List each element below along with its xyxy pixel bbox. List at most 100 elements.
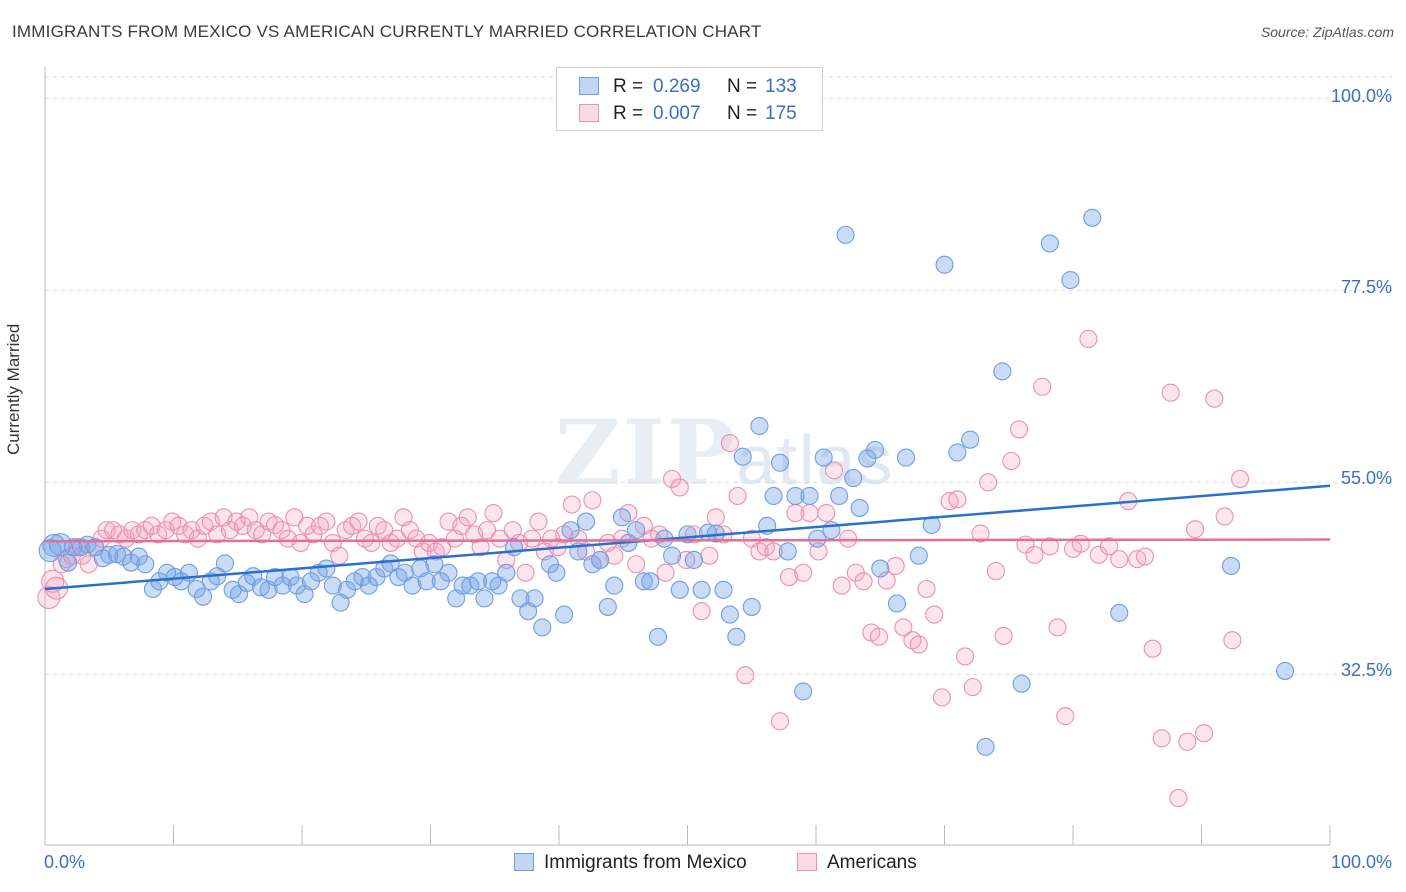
immigrants-points <box>38 208 1295 756</box>
data-point <box>764 486 783 506</box>
data-point <box>522 529 542 548</box>
data-point <box>1079 329 1098 349</box>
data-point <box>986 562 1005 581</box>
data-point <box>1169 789 1188 808</box>
data-point <box>1002 451 1021 471</box>
data-point <box>736 666 755 685</box>
data-point <box>692 602 711 621</box>
y-tick-label: 77.5% <box>1340 277 1392 297</box>
data-point <box>68 538 87 557</box>
data-point <box>64 538 83 557</box>
data-point <box>956 647 975 666</box>
data-point <box>994 626 1013 645</box>
legend-label: Americans <box>827 852 917 873</box>
data-point <box>836 225 855 244</box>
n-label: N = <box>727 76 758 97</box>
data-point <box>925 605 944 624</box>
data-point <box>727 627 746 646</box>
data-point <box>1135 547 1155 566</box>
data-point <box>1110 603 1129 622</box>
data-point <box>786 486 805 506</box>
data-point <box>1231 469 1250 488</box>
n-label: N = <box>727 103 758 124</box>
data-point <box>1161 383 1180 402</box>
data-point <box>720 605 739 624</box>
data-point <box>940 492 959 511</box>
data-point <box>605 576 624 595</box>
data-point <box>871 559 890 578</box>
data-point <box>917 579 936 599</box>
data-point <box>291 533 310 552</box>
legend-swatch-pink <box>797 853 817 871</box>
data-point <box>770 712 790 731</box>
data-point <box>1033 377 1052 396</box>
data-point <box>779 568 799 587</box>
data-point <box>844 469 863 488</box>
data-point <box>720 434 739 453</box>
data-point <box>869 627 889 646</box>
data-point <box>684 525 703 544</box>
data-point <box>547 563 566 582</box>
data-point <box>854 572 873 591</box>
data-point <box>497 563 516 582</box>
data-point <box>417 572 436 591</box>
data-point <box>742 597 761 616</box>
data-point <box>1061 271 1080 290</box>
data-point <box>330 546 349 565</box>
data-point <box>583 491 602 510</box>
data-point <box>909 546 928 565</box>
data-point <box>894 618 913 637</box>
data-point <box>1040 537 1059 556</box>
data-point <box>948 443 967 462</box>
data-point <box>1099 537 1119 556</box>
data-point <box>475 589 494 608</box>
data-point <box>1009 420 1029 439</box>
data-point <box>750 416 769 436</box>
data-point <box>317 512 336 531</box>
data-point <box>1110 550 1129 569</box>
data-point <box>850 498 869 517</box>
data-point <box>932 688 951 707</box>
y-tick-label: 55.0% <box>1340 468 1392 488</box>
chart-title: IMMIGRANTS FROM MEXICO VS AMERICAN CURRE… <box>12 22 762 41</box>
data-point <box>1275 661 1295 680</box>
data-point <box>1195 724 1214 743</box>
data-point <box>670 580 689 599</box>
data-point <box>529 512 548 531</box>
data-point <box>439 563 458 582</box>
x-tick-label-min: 0.0% <box>44 852 86 872</box>
data-point <box>627 555 646 574</box>
legend-swatch-pink <box>579 104 599 122</box>
r-value: 0.007 <box>653 103 701 124</box>
data-point <box>824 461 844 480</box>
data-point <box>484 504 503 523</box>
data-point <box>477 521 497 540</box>
data-point <box>971 524 990 543</box>
data-point <box>808 529 827 548</box>
r-value: 0.269 <box>653 76 701 97</box>
americans-points <box>37 329 1250 808</box>
x-tick-label-max: 100.0% <box>1330 852 1392 872</box>
legend-item-americans: Americans <box>797 852 917 874</box>
data-point <box>533 618 552 637</box>
data-point <box>1071 534 1090 553</box>
data-point <box>100 545 119 564</box>
data-point <box>403 576 422 595</box>
data-point <box>458 508 477 527</box>
data-point <box>1025 545 1044 564</box>
data-point <box>525 589 544 608</box>
data-point <box>468 572 488 591</box>
data-point <box>684 550 703 570</box>
data-point <box>349 512 368 531</box>
data-point <box>1178 732 1197 751</box>
data-point <box>979 473 998 492</box>
trend-lines <box>44 484 1331 591</box>
data-point <box>1215 507 1234 526</box>
legend-swatch-blue <box>514 853 534 871</box>
legend-item-immigrants: Immigrants from Mexico <box>514 852 747 874</box>
data-point <box>591 550 610 570</box>
data-point <box>976 737 995 756</box>
data-point <box>1205 389 1224 408</box>
n-value: 133 <box>765 76 797 97</box>
